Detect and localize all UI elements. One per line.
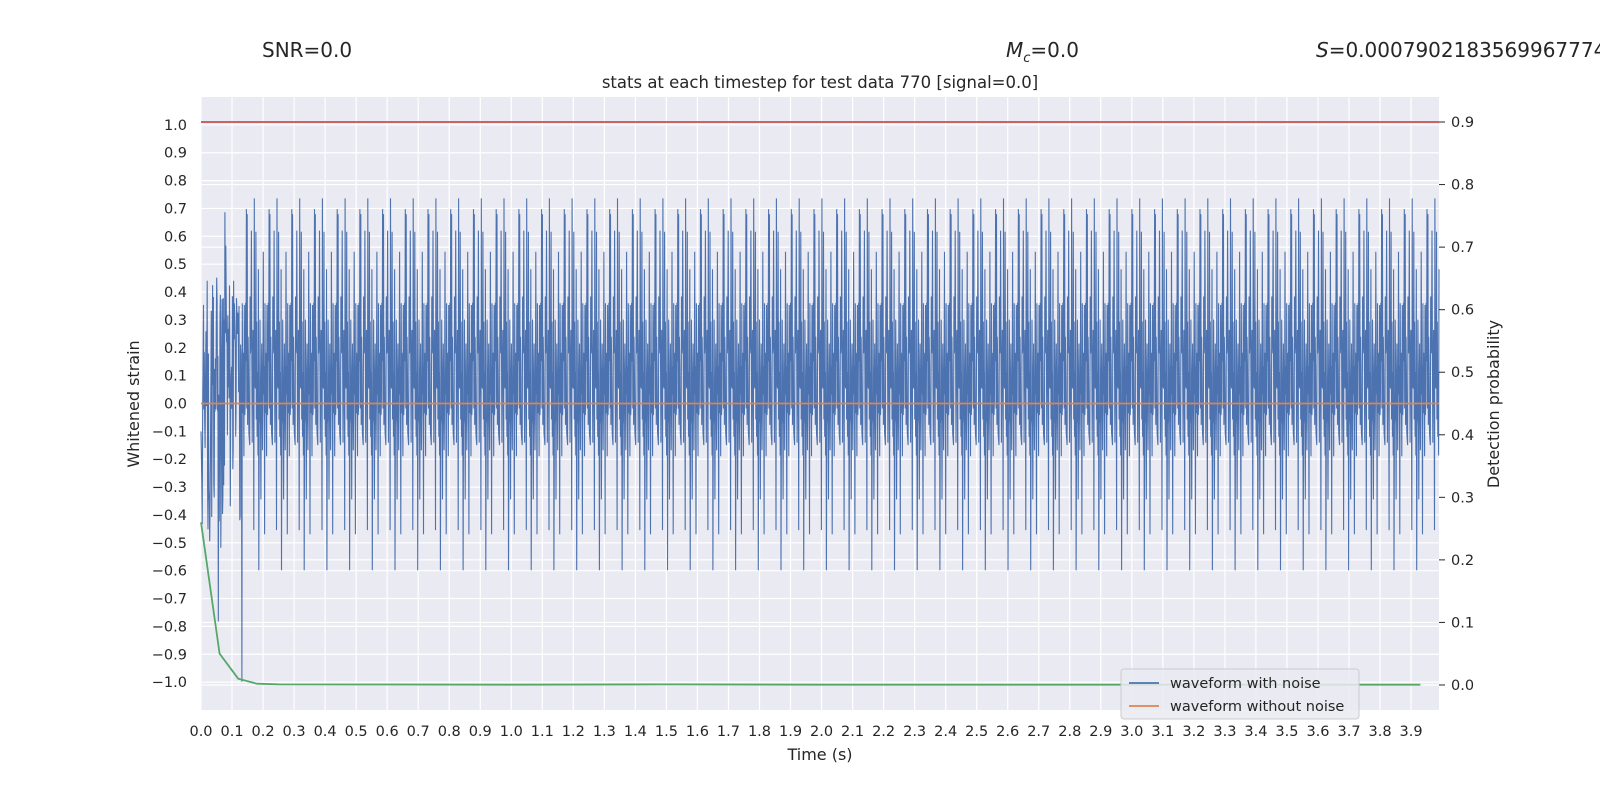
y-tick-label: −0.2 (152, 452, 187, 468)
y2-tick-label: 0.5 (1451, 365, 1474, 381)
x-tick-label: 3.4 (1244, 724, 1267, 740)
y-axis-ticks: 1.0 0.9 0.8 0.7 0.6 0.5 0.4 0.3 0.2 0.1 0.0 −0.1 −0.… (152, 118, 187, 691)
legend-box (1120, 668, 1360, 720)
x-tick-label: 3.7 (1337, 724, 1360, 740)
y-tick-label: −0.1 (152, 424, 187, 440)
x-tick-label: 3.9 (1400, 724, 1423, 740)
y-tick-label: −1.0 (152, 675, 187, 691)
legend: waveform with noise waveform without noi… (1120, 668, 1360, 720)
x-tick-label: 2.0 (810, 724, 833, 740)
s-label: S=0.0007902183569967774 (1316, 38, 1600, 62)
x-tick-label: 3.6 (1306, 724, 1329, 740)
x-tick-label: 0.2 (252, 724, 275, 740)
y-tick-label: 1.0 (164, 118, 187, 134)
y2-tick-label: 0.7 (1451, 240, 1474, 256)
x-tick-label: 1.8 (748, 724, 771, 740)
x-tick-label: 0.0 (189, 724, 212, 740)
x-tick-label: 1.6 (686, 724, 709, 740)
x-tick-label: 1.7 (717, 724, 740, 740)
y-tick-label: 0.4 (164, 285, 187, 301)
x-tick-label: 2.5 (965, 724, 988, 740)
x-tick-label: 0.3 (283, 724, 306, 740)
x-tick-label: 3.2 (1182, 724, 1205, 740)
x-tick-label: 1.3 (593, 724, 616, 740)
x-axis-label: Time (s) (786, 745, 852, 764)
y2-tick-label: 0.1 (1451, 615, 1474, 631)
y-tick-label: 0.6 (164, 229, 187, 245)
y2-tick-label: 0.6 (1451, 303, 1474, 319)
x-tick-label: 2.2 (872, 724, 895, 740)
y-tick-label: −0.4 (152, 508, 187, 524)
x-tick-label: 0.1 (220, 724, 243, 740)
x-tick-label: 0.4 (314, 724, 337, 740)
x-tick-label: 1.9 (779, 724, 802, 740)
chart-title: stats at each timestep for test data 770… (602, 73, 1038, 92)
chirp-mass-value: =0.0 (1030, 38, 1079, 62)
snr-label: SNR=0.0 (262, 38, 353, 62)
x-tick-label: 2.1 (841, 724, 864, 740)
y2-tick-label: 0.0 (1451, 678, 1474, 694)
x-tick-label: 3.5 (1275, 724, 1298, 740)
y2-axis-ticks: 0.9 0.8 0.7 0.6 0.5 0.4 0.3 0.2 0.1 0.0 (1439, 115, 1474, 694)
x-tick-label: 2.6 (996, 724, 1019, 740)
x-tick-label: 2.7 (1027, 724, 1050, 740)
y-tick-label: 0.8 (164, 174, 187, 190)
x-tick-label: 3.1 (1151, 724, 1174, 740)
x-tick-label: 1.2 (562, 724, 585, 740)
x-tick-label: 3.3 (1213, 724, 1236, 740)
y-tick-label: −0.5 (152, 536, 187, 552)
y-tick-label: −0.9 (152, 647, 187, 663)
x-axis-ticks: 0.0 0.1 0.2 0.3 0.4 0.5 0.6 0.7 0.8 0.9 1.0 1.1 1.2 1… (189, 724, 1422, 740)
chirp-mass-symbol: M (1006, 38, 1024, 62)
chirp-mass-label: Mc=0.0 (1006, 38, 1079, 66)
y-tick-label: −0.6 (152, 564, 187, 580)
y-tick-label: 0.5 (164, 257, 187, 273)
s-value: =0.0007902183569967774 (1328, 38, 1600, 62)
y-tick-label: 0.9 (164, 146, 187, 162)
x-tick-label: 2.3 (903, 724, 926, 740)
series-layer (200, 121, 1440, 686)
y-tick-label: 0.2 (164, 341, 187, 357)
x-tick-label: 0.8 (438, 724, 461, 740)
y2-tick-label: 0.8 (1451, 178, 1474, 194)
x-tick-label: 1.5 (655, 724, 678, 740)
x-tick-label: 0.5 (345, 724, 368, 740)
x-tick-label: 2.8 (1058, 724, 1081, 740)
y2-tick-label: 0.9 (1451, 115, 1474, 131)
x-tick-label: 1.0 (500, 724, 523, 740)
x-tick-label: 3.0 (1120, 724, 1143, 740)
x-tick-label: 2.4 (934, 724, 957, 740)
y-tick-label: −0.3 (152, 480, 187, 496)
x-tick-label: 1.4 (624, 724, 647, 740)
y-tick-label: 0.3 (164, 313, 187, 329)
y-tick-label: −0.7 (152, 592, 187, 608)
y-tick-label: 0.7 (164, 201, 187, 217)
legend-label-waveform-with-noise: waveform with noise (1170, 676, 1321, 692)
y2-tick-label: 0.3 (1451, 490, 1474, 506)
y2-tick-label: 0.2 (1451, 553, 1474, 569)
y2-axis-label: Detection probability (1484, 320, 1503, 488)
chirp-mass-subscript: c (1023, 51, 1031, 66)
y-tick-label: 0.1 (164, 369, 187, 385)
y-tick-label: −0.8 (152, 619, 187, 635)
y-tick-label: 0.0 (164, 397, 187, 413)
y2-tick-label: 0.4 (1451, 428, 1474, 444)
legend-label-waveform-without-noise: waveform without noise (1170, 699, 1344, 715)
x-tick-label: 3.8 (1369, 724, 1392, 740)
x-tick-label: 0.6 (376, 724, 399, 740)
y-axis-label: Whitened strain (124, 340, 143, 467)
x-tick-label: 1.1 (531, 724, 554, 740)
x-tick-label: 0.7 (407, 724, 430, 740)
s-symbol: S (1316, 38, 1329, 62)
x-tick-label: 0.9 (469, 724, 492, 740)
x-tick-label: 2.9 (1089, 724, 1112, 740)
